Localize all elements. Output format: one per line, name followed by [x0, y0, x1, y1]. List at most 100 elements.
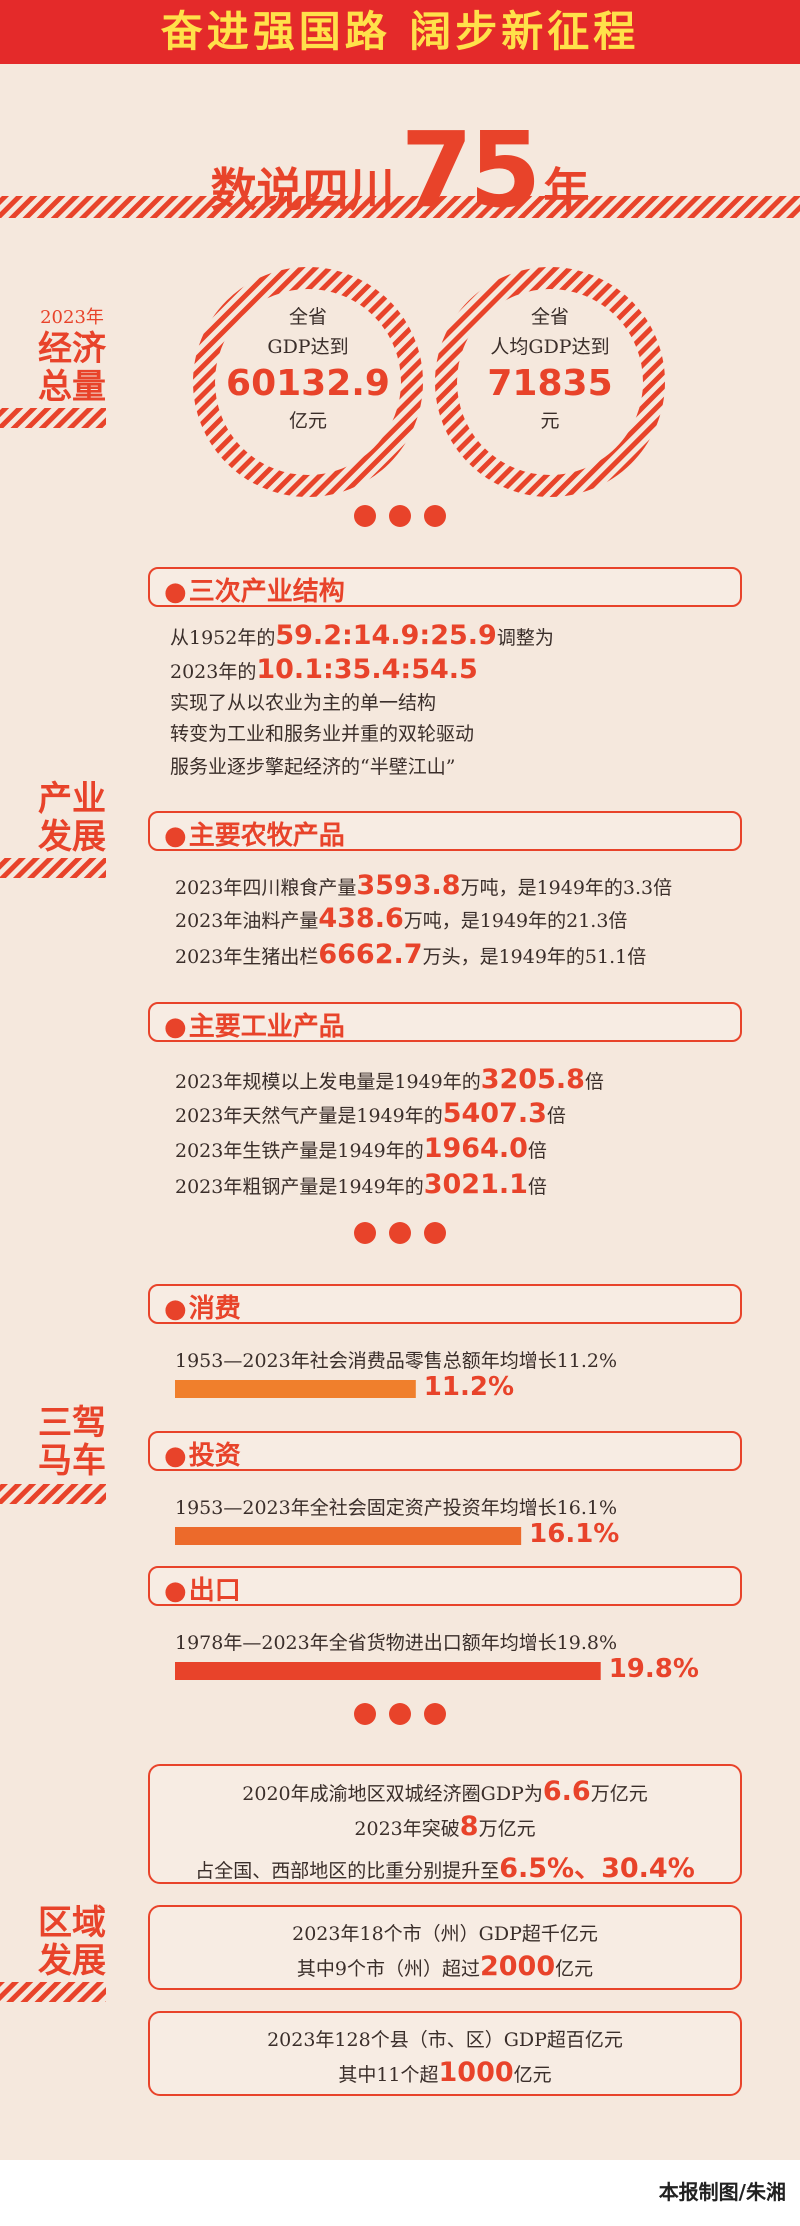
credit: 本报制图/朱湘: [658, 2180, 786, 2204]
text: 万吨，是1949年的3.3倍: [460, 877, 673, 899]
side-label: 2023年 经济 总量: [30, 306, 114, 406]
highlight-number: 1964.0: [423, 1133, 528, 1164]
label-line: 发展: [38, 1941, 106, 1981]
highlight-number: 438.6: [318, 903, 404, 934]
circle-unit: 元: [540, 410, 560, 432]
text: 2023年粗钢产量是1949年的: [175, 1176, 424, 1198]
text-line: 2023年生铁产量是1949年的1964.0倍: [175, 1133, 547, 1164]
label-line: 经济: [38, 329, 106, 369]
section-title: 投资: [164, 1435, 241, 1472]
region-box: 2023年18个市（州）GDP超千亿元其中9个市（州）超过2000亿元: [148, 1905, 742, 1990]
highlight-number: 3021.1: [423, 1169, 528, 1200]
text: 万亿元: [478, 1818, 536, 1840]
text: 2023年油料产量: [175, 910, 319, 932]
text-line: 2023年18个市（州）GDP超千亿元: [150, 1917, 740, 1951]
label-line: 总量: [38, 367, 106, 407]
text: 万头，是1949年的51.1倍: [422, 946, 647, 968]
text: 服务业逐步擎起经济的“半壁江山”: [170, 756, 456, 778]
section-box: 三次产业结构: [148, 567, 742, 607]
circle-text: 人均GDP达到: [490, 336, 610, 358]
circle-value: 71835: [487, 363, 613, 404]
circle-text: GDP达到: [267, 336, 349, 358]
stripe: [0, 1484, 106, 1504]
section-box: 主要工业产品: [148, 1002, 742, 1042]
text: 倍: [527, 1176, 547, 1198]
text: 2023年18个市（州）GDP超千亿元: [292, 1923, 598, 1945]
text: 其中11个超: [338, 2064, 439, 2086]
section-box: 消费: [148, 1284, 742, 1324]
text: 亿元: [555, 1958, 594, 1980]
text: 倍: [584, 1071, 604, 1093]
text-line: 2023年的10.1:35.4:54.5: [170, 654, 478, 685]
text-line: 1978年—2023年全省货物进出口额年均增长19.8%: [175, 1632, 618, 1654]
highlight-number: 3593.8: [356, 870, 461, 901]
text-line: 其中11个超1000亿元: [150, 2057, 740, 2092]
text-line: 从1952年的59.2:14.9:25.9调整为: [170, 620, 554, 651]
section-box: 投资: [148, 1431, 742, 1471]
text-line: 2023年突破8万亿元: [150, 1811, 740, 1846]
growth-bar: [175, 1662, 601, 1680]
highlight-number: 6.6: [542, 1776, 591, 1807]
hero-number: 75: [400, 109, 542, 231]
stripe: [0, 1982, 106, 2002]
section-title: 消费: [164, 1288, 241, 1325]
hero-text: 年: [543, 163, 590, 217]
section-title: 三次产业结构: [164, 571, 345, 608]
text-line: 2023年四川粮食产量3593.8万吨，是1949年的3.3倍: [175, 870, 672, 901]
hero: 数说四川75 年: [0, 118, 800, 222]
text-line: 占全国、西部地区的比重分别提升至6.5%、30.4%: [150, 1846, 740, 1888]
bar-label: 16.1%: [529, 1519, 620, 1549]
text: 2020年成渝地区双城经济圈GDP为: [242, 1783, 543, 1805]
text: 占全国、西部地区的比重分别提升至: [195, 1860, 500, 1882]
highlight-number: 3205.8: [480, 1064, 585, 1095]
circle-text: 全省: [530, 306, 569, 328]
growth-bar: [175, 1380, 416, 1398]
label-line: 产业: [38, 779, 106, 819]
text: 2023年突破: [354, 1818, 460, 1840]
text: 转变为工业和服务业并重的双轮驱动: [170, 723, 475, 745]
text: 万亿元: [590, 1783, 648, 1805]
text-line: 实现了从以农业为主的单一结构: [170, 688, 436, 715]
text: 调整为: [496, 627, 554, 649]
highlight-number: 2000: [479, 1951, 556, 1982]
bar-label: 11.2%: [423, 1372, 514, 1402]
text: 2023年生猪出栏: [175, 946, 319, 968]
highlight-number: 6662.7: [318, 939, 423, 970]
stripe: [0, 408, 106, 428]
highlight-number: 8: [459, 1811, 479, 1842]
text-line: 2023年油料产量438.6万吨，是1949年的21.3倍: [175, 903, 627, 934]
highlight-number: 10.1:35.4:54.5: [256, 654, 478, 685]
stat-circle: 全省人均GDP达到 71835 元: [450, 302, 650, 436]
bar-label: 19.8%: [608, 1654, 699, 1684]
text: 2023年天然气产量是1949年的: [175, 1105, 443, 1127]
text: 2023年128个县（市、区）GDP超百亿元: [267, 2029, 623, 2051]
circle-unit: 亿元: [288, 410, 327, 432]
text-line: 2023年128个县（市、区）GDP超百亿元: [150, 2023, 740, 2057]
text-line: 2023年粗钢产量是1949年的3021.1倍: [175, 1169, 547, 1200]
hero-text: 数说四川: [210, 163, 395, 217]
side-label: 产业 发展: [30, 780, 114, 856]
text-line: 其中9个市（州）超过2000亿元: [150, 1951, 740, 1986]
section-box: 出口: [148, 1566, 742, 1606]
text-line: 2023年规模以上发电量是1949年的3205.8倍: [175, 1064, 604, 1095]
banner-title: 奋进强国路 阔步新征程: [0, 0, 800, 64]
highlight-number: 1000: [438, 2057, 514, 2088]
text: 2023年的: [170, 661, 257, 683]
text: 2023年规模以上发电量是1949年的: [175, 1071, 481, 1093]
text-line: 2023年天然气产量是1949年的5407.3倍: [175, 1098, 566, 1129]
text: 万吨，是1949年的21.3倍: [403, 910, 628, 932]
text: 亿元: [513, 2064, 552, 2086]
highlight-number: 5407.3: [442, 1098, 547, 1129]
text-line: 1953—2023年社会消费品零售总额年均增长11.2%: [175, 1350, 618, 1372]
dots: [354, 505, 446, 1725]
region-box: 2020年成渝地区双城经济圈GDP为6.6万亿元 2023年突破8万亿元 占全国、西…: [148, 1764, 742, 1884]
label-line: 三驾: [38, 1403, 106, 1443]
stripe: [0, 196, 800, 218]
text: 倍: [546, 1105, 566, 1127]
stat-circle: 全省 GDP达到 60132.9 亿元: [208, 302, 408, 436]
section-box: 主要农牧产品: [148, 811, 742, 851]
label-line: 发展: [38, 817, 106, 857]
text: 倍: [527, 1140, 547, 1162]
text-line: 1953—2023年全社会固定资产投资年均增长16.1%: [175, 1497, 618, 1519]
